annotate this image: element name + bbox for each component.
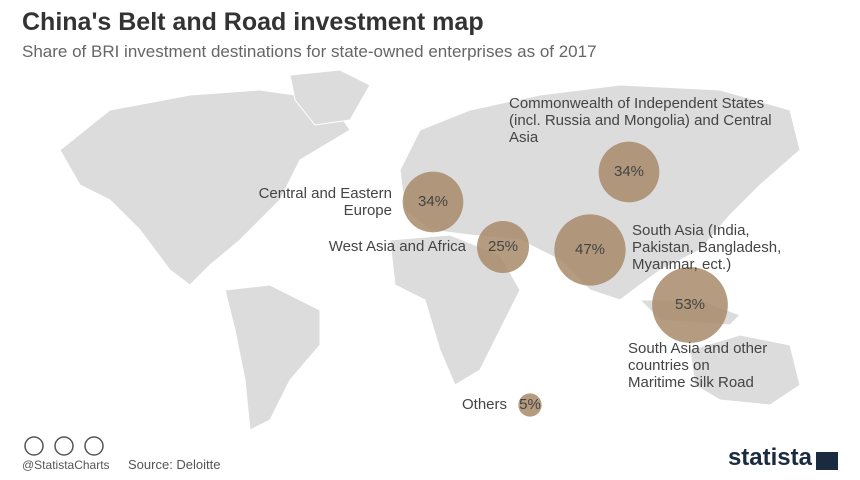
subtitle: Share of BRI investment destinations for… bbox=[22, 42, 597, 61]
region-label: South Asia (India, Pakistan, Bangladesh,… bbox=[632, 222, 782, 273]
value-label: 34% bbox=[614, 163, 644, 180]
value-label: 53% bbox=[675, 296, 705, 313]
region-label: Others bbox=[461, 396, 507, 413]
value-label: 25% bbox=[488, 238, 518, 255]
region-label: Commonwealth of Independent States (incl… bbox=[509, 95, 772, 146]
region-label: South Asia and other countries on Mariti… bbox=[628, 340, 768, 391]
value-label: 47% bbox=[575, 241, 605, 258]
bubble bbox=[518, 393, 542, 417]
region-label: Central and Eastern Europe bbox=[258, 185, 392, 219]
bubble bbox=[598, 141, 660, 203]
south-america bbox=[224, 284, 321, 431]
north-america bbox=[59, 89, 351, 286]
value-label: 34% bbox=[418, 193, 448, 210]
europe-asia bbox=[399, 84, 801, 301]
brand: statista bbox=[727, 444, 812, 471]
nd-icon bbox=[84, 436, 104, 456]
brand-icon bbox=[816, 452, 838, 470]
handle: @StatistaCharts bbox=[22, 458, 110, 472]
australia bbox=[689, 334, 801, 406]
continents bbox=[59, 69, 801, 431]
region-label: West Asia and Africa bbox=[328, 238, 466, 255]
cc-icon bbox=[24, 436, 44, 456]
bubble bbox=[652, 267, 728, 343]
title: China's Belt and Road investment map bbox=[22, 8, 484, 36]
bubble bbox=[554, 214, 626, 286]
greenland bbox=[289, 69, 371, 126]
value-label: 5% bbox=[519, 396, 541, 413]
source: Source: Deloitte bbox=[128, 457, 221, 472]
license-icons bbox=[24, 436, 104, 456]
bubble bbox=[477, 221, 529, 273]
bubble bbox=[402, 171, 464, 233]
bubbles: 34% 34% 25% 47% 53% 5% bbox=[402, 141, 728, 417]
by-icon bbox=[54, 436, 74, 456]
